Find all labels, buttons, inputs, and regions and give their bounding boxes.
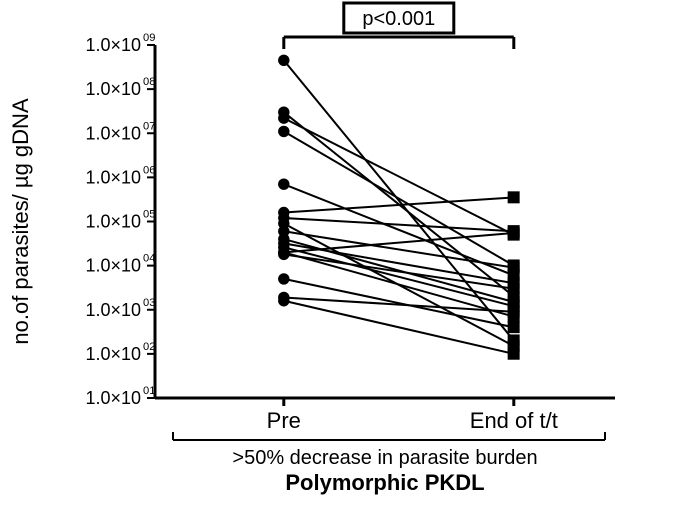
y-tick-label: 1.0×1003 xyxy=(85,297,155,320)
svg-text:01: 01 xyxy=(143,385,155,397)
svg-text:08: 08 xyxy=(143,76,155,88)
pre-marker xyxy=(278,126,289,137)
post-marker xyxy=(508,191,520,203)
post-marker xyxy=(508,261,520,273)
post-marker xyxy=(508,348,520,360)
x-tick-pre-label: Pre xyxy=(267,408,301,433)
y-tick-label: 1.0×1007 xyxy=(85,120,155,143)
pre-marker xyxy=(278,55,289,66)
y-tick-label: 1.0×1002 xyxy=(85,341,155,364)
post-marker xyxy=(508,283,520,295)
post-marker xyxy=(508,321,520,333)
svg-text:04: 04 xyxy=(143,253,155,265)
chart-container: 1.0×10011.0×10021.0×10031.0×10041.0×1005… xyxy=(0,0,675,513)
svg-text:03: 03 xyxy=(143,297,155,309)
y-tick-label: 1.0×1006 xyxy=(85,164,155,187)
p-value-text: p<0.001 xyxy=(362,8,435,30)
pre-marker xyxy=(278,247,289,258)
pair-line xyxy=(284,118,514,235)
svg-text:06: 06 xyxy=(143,164,155,176)
chart-svg: 1.0×10011.0×10021.0×10031.0×10041.0×1005… xyxy=(0,0,675,513)
pre-marker xyxy=(278,273,289,284)
pre-marker xyxy=(278,233,289,244)
pre-marker xyxy=(278,112,289,123)
svg-text:1.0×10: 1.0×10 xyxy=(85,300,141,320)
svg-text:09: 09 xyxy=(143,32,155,44)
pre-marker xyxy=(278,295,289,306)
y-tick-label: 1.0×1004 xyxy=(85,253,155,276)
svg-text:1.0×10: 1.0×10 xyxy=(85,256,141,276)
y-tick-label: 1.0×1005 xyxy=(85,209,155,232)
y-tick-label: 1.0×1001 xyxy=(85,385,155,408)
svg-text:05: 05 xyxy=(143,209,155,221)
group-title: Polymorphic PKDL xyxy=(285,470,484,495)
svg-text:07: 07 xyxy=(143,120,155,132)
pre-marker xyxy=(278,178,289,189)
svg-text:1.0×10: 1.0×10 xyxy=(85,212,141,232)
pair-line xyxy=(284,279,514,327)
svg-text:1.0×10: 1.0×10 xyxy=(85,167,141,187)
y-tick-label: 1.0×1009 xyxy=(85,32,155,55)
svg-text:1.0×10: 1.0×10 xyxy=(85,388,141,408)
post-marker xyxy=(508,296,520,308)
svg-text:1.0×10: 1.0×10 xyxy=(85,123,141,143)
x-tick-post-label: End of t/t xyxy=(470,408,558,433)
svg-text:1.0×10: 1.0×10 xyxy=(85,35,141,55)
y-axis-label: no.of parasites/ µg gDNA xyxy=(8,98,33,345)
svg-text:02: 02 xyxy=(143,341,155,353)
svg-text:1.0×10: 1.0×10 xyxy=(85,79,141,99)
group-bracket-label: >50% decrease in parasite burden xyxy=(232,447,537,469)
y-tick-label: 1.0×1008 xyxy=(85,76,155,99)
svg-text:1.0×10: 1.0×10 xyxy=(85,344,141,364)
post-marker xyxy=(508,227,520,239)
